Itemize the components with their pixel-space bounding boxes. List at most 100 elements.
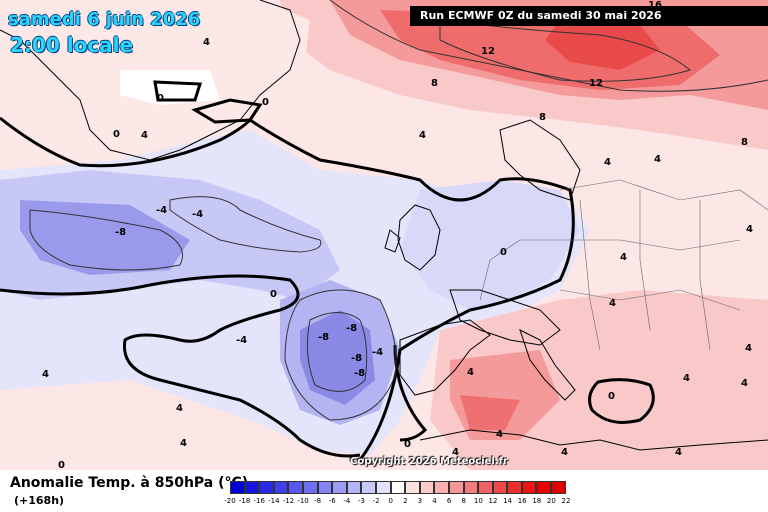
legend-swatch bbox=[492, 481, 508, 494]
contour-label: 4 bbox=[604, 157, 611, 168]
contour-label: -8 bbox=[115, 227, 126, 238]
contour-label: 8 bbox=[741, 137, 748, 148]
contour-label: 8 bbox=[431, 78, 438, 89]
legend-tick-label: 18 bbox=[532, 497, 542, 505]
greenland-coastline bbox=[0, 0, 301, 161]
legend-tick-label: 12 bbox=[488, 497, 498, 505]
legend-swatch bbox=[521, 481, 537, 494]
scandinavia-coastline bbox=[499, 119, 581, 201]
contour-label: 4 bbox=[746, 224, 753, 235]
legend-tick-label: 20 bbox=[546, 497, 556, 505]
coldest-zone-west-atlantic bbox=[20, 200, 190, 275]
legend-tick-label: -3 bbox=[357, 497, 365, 505]
plus-twelve-contour bbox=[439, 19, 692, 82]
contour-label: 4 bbox=[675, 447, 682, 458]
contour-label: 0 bbox=[500, 247, 507, 258]
legend-tick-label: -12 bbox=[282, 497, 295, 505]
contour-label: -8 bbox=[354, 368, 365, 379]
zero-contour-black-sea bbox=[588, 378, 655, 424]
zero-contour-north bbox=[0, 116, 575, 461]
legend-tick-label: -18 bbox=[238, 497, 251, 505]
legend-swatch bbox=[230, 481, 245, 494]
contour-label: 12 bbox=[481, 46, 495, 57]
run-info-banner: Run ECMWF 0Z du samedi 30 mai 2026 bbox=[410, 6, 768, 26]
contour-label: 4 bbox=[741, 378, 748, 389]
copyright-text: Copyright 2026 Meteociel.fr bbox=[350, 456, 508, 467]
contour-label: -8 bbox=[346, 323, 357, 334]
legend-tick-labels: -20 -18 -16 -14 -12 -10 -8 -6 -4 -3 -2 0 2 3 4 6 8 10 12 14… bbox=[224, 497, 570, 507]
legend-tick-label: 4 bbox=[432, 497, 437, 505]
contour-label: 4 bbox=[496, 429, 503, 440]
contour-label: -4 bbox=[372, 347, 383, 358]
contour-label: 4 bbox=[180, 438, 187, 449]
legend-swatch bbox=[259, 481, 274, 494]
legend-swatch bbox=[448, 481, 464, 494]
contour-label: 8 bbox=[539, 112, 546, 123]
color-legend bbox=[230, 481, 566, 494]
contour-label: -4 bbox=[156, 205, 167, 216]
contour-label: 0 bbox=[113, 129, 120, 140]
zero-contour-greenland-small bbox=[153, 80, 203, 102]
contour-label: 4 bbox=[42, 369, 49, 380]
map-time-title: 2:00 locale bbox=[10, 33, 134, 57]
contour-label: 0 bbox=[404, 439, 411, 450]
hottest-zone-scandinavia bbox=[545, 20, 660, 70]
british-isles-coastline bbox=[397, 204, 441, 271]
legend-tick-label: -2 bbox=[372, 497, 380, 505]
map-footer: Anomalie Temp. à 850hPa (°C) (+168h) -20… bbox=[0, 470, 768, 512]
temperature-anomaly-map: 4 0 0 0 4 4 8 12 12 8 8 4 4 4 -4 -4 -8 -… bbox=[0, 0, 768, 470]
legend-swatch bbox=[273, 481, 289, 494]
contour-label: 4 bbox=[203, 37, 210, 48]
contour-label: 0 bbox=[608, 391, 615, 402]
contour-label: 4 bbox=[609, 298, 616, 309]
legend-swatch bbox=[375, 481, 391, 494]
contour-label: 4 bbox=[620, 252, 627, 263]
contour-label: -4 bbox=[236, 335, 247, 346]
contour-label: 4 bbox=[654, 154, 661, 165]
minus-four-contour bbox=[169, 196, 322, 253]
ireland-coastline bbox=[384, 229, 401, 253]
cold-zone-north-sea bbox=[400, 180, 580, 310]
legend-tick-label: 8 bbox=[461, 497, 466, 505]
legend-swatch bbox=[434, 481, 449, 494]
contour-label: 4 bbox=[176, 403, 183, 414]
contour-label: 12 bbox=[589, 78, 603, 89]
legend-swatch bbox=[507, 481, 522, 494]
legend-tick-label: 0 bbox=[388, 497, 393, 505]
contour-label: -8 bbox=[351, 353, 362, 364]
legend-tick-label: 2 bbox=[403, 497, 408, 505]
legend-swatch bbox=[302, 481, 318, 494]
legend-swatch bbox=[463, 481, 479, 494]
contour-label: 4 bbox=[467, 367, 474, 378]
legend-tick-label: -20 bbox=[224, 497, 236, 505]
legend-tick-label: 14 bbox=[503, 497, 513, 505]
legend-tick-label: 6 bbox=[446, 497, 452, 505]
legend-swatch bbox=[478, 481, 493, 494]
contour-label: 0 bbox=[58, 460, 65, 470]
legend-swatch bbox=[419, 481, 435, 494]
legend-tick-label: -10 bbox=[297, 497, 309, 505]
contour-label: 4 bbox=[683, 373, 690, 384]
italy-coastline bbox=[519, 329, 576, 401]
zero-contour-greenland bbox=[191, 98, 263, 124]
legend-tick-label: 10 bbox=[473, 497, 483, 505]
contour-labels: 4 0 0 0 4 4 8 12 12 8 8 4 4 4 -4 -4 -8 -… bbox=[42, 0, 753, 470]
contour-label: 4 bbox=[561, 447, 568, 458]
north-africa-coastline bbox=[419, 429, 768, 451]
legend-swatch bbox=[317, 481, 333, 494]
coldest-zone-biscay bbox=[300, 310, 375, 405]
lead-time: (+168h) bbox=[14, 494, 65, 507]
legend-tick-label: -4 bbox=[343, 497, 351, 505]
contour-label: 4 bbox=[452, 447, 459, 458]
legend-tick-label: 3 bbox=[417, 497, 423, 505]
france-coastline bbox=[449, 289, 561, 346]
iberia-coastline bbox=[399, 319, 491, 396]
legend-tick-label: -8 bbox=[314, 497, 322, 505]
contour-label: 4 bbox=[745, 343, 752, 354]
legend-tick-label: -16 bbox=[253, 497, 265, 505]
variable-title: Anomalie Temp. à 850hPa (°C) bbox=[10, 475, 249, 491]
zero-contour-south bbox=[0, 274, 361, 458]
legend-swatch bbox=[244, 481, 260, 494]
legend-tick-label: 22 bbox=[561, 497, 571, 505]
legend-swatch bbox=[288, 481, 303, 494]
